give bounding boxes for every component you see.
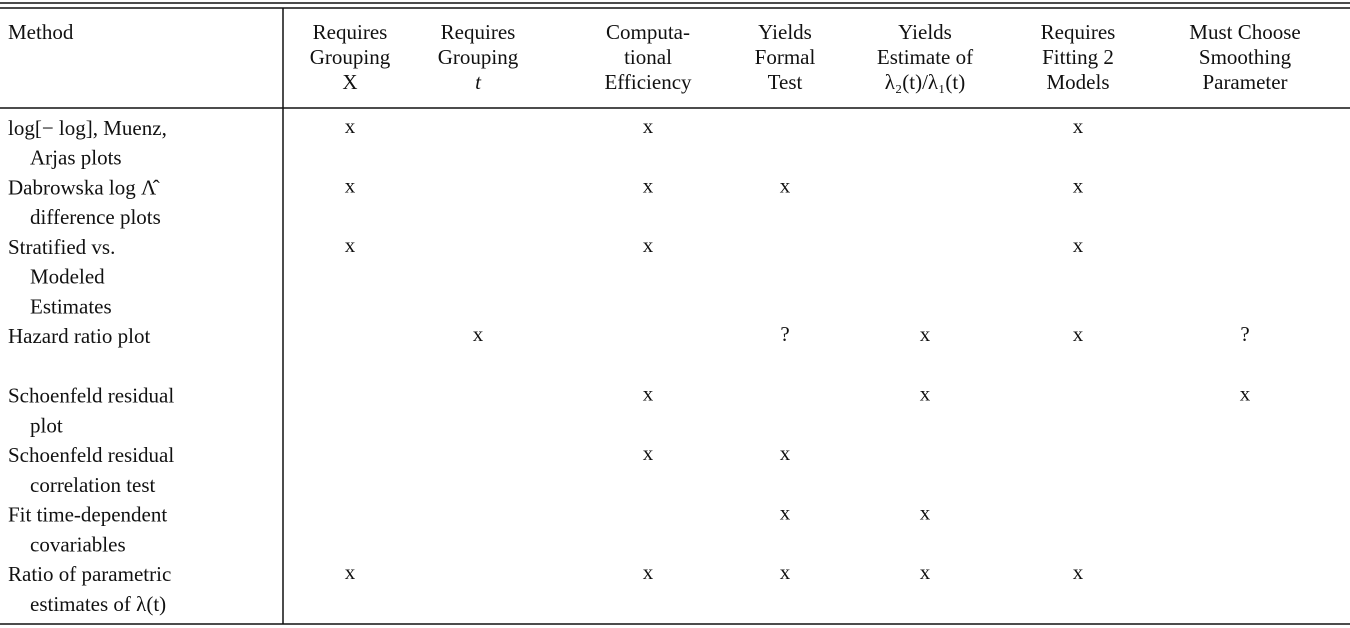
header-cell: Smoothing <box>1199 45 1292 69</box>
check-mark: x <box>473 322 484 346</box>
method-name: Hazard ratio plot <box>8 324 150 348</box>
check-mark: x <box>345 173 356 197</box>
check-mark: x <box>643 441 654 465</box>
check-mark: x <box>643 233 654 257</box>
check-mark: x <box>1073 173 1084 197</box>
header-cell: Yields <box>898 20 952 44</box>
header-cell: Requires <box>313 20 388 44</box>
check-mark: x <box>1073 114 1084 138</box>
header-cell: Fitting 2 <box>1042 45 1114 69</box>
check-mark: x <box>920 382 931 406</box>
method-name: covariables <box>30 532 126 556</box>
check-mark: x <box>920 322 931 346</box>
header-cell: Test <box>768 70 803 94</box>
method-name: Modeled <box>30 265 105 289</box>
header-cell: Must Choose <box>1189 20 1300 44</box>
check-mark: x <box>1073 560 1084 584</box>
check-mark: x <box>1073 233 1084 257</box>
check-mark: ? <box>780 322 789 346</box>
header-cell: Requires <box>1041 20 1116 44</box>
header-cell: Yields <box>758 20 812 44</box>
method-name: Schoenfeld residual <box>8 443 174 467</box>
header-cell: λ₂(t)/λ₁(t) <box>885 70 965 94</box>
method-name: correlation test <box>30 473 156 497</box>
check-mark: x <box>643 114 654 138</box>
method-name: Stratified vs. <box>8 235 115 259</box>
check-mark: x <box>345 114 356 138</box>
check-mark: x <box>780 560 791 584</box>
header-cell: Grouping <box>310 45 391 69</box>
method-name: Dabrowska log Λ̂ <box>8 175 160 199</box>
method-name: Estimates <box>30 294 112 318</box>
method-name: estimates of λ(t) <box>30 592 166 616</box>
header-cell: tional <box>624 45 672 69</box>
check-mark: x <box>643 382 654 406</box>
method-name: log[− log], Muenz, <box>8 116 167 140</box>
check-mark: x <box>780 441 791 465</box>
header-cell: X <box>342 70 357 94</box>
header-cell: Estimate of <box>877 45 973 69</box>
check-mark: x <box>643 560 654 584</box>
check-mark: x <box>345 233 356 257</box>
method-name: Ratio of parametric <box>8 562 171 586</box>
method-name: plot <box>30 413 63 437</box>
header-cell: Method <box>8 20 74 44</box>
check-mark: x <box>643 173 654 197</box>
check-mark: x <box>1073 322 1084 346</box>
check-mark: x <box>780 173 791 197</box>
header-cell: Models <box>1047 70 1110 94</box>
method-name: difference plots <box>30 205 161 229</box>
check-mark: ? <box>1240 322 1249 346</box>
method-name: Schoenfeld residual <box>8 384 174 408</box>
header-cell: Parameter <box>1202 70 1287 94</box>
header-cell: t <box>475 70 482 94</box>
check-mark: x <box>920 501 931 525</box>
check-mark: x <box>780 501 791 525</box>
check-mark: x <box>920 560 931 584</box>
check-mark: x <box>345 560 356 584</box>
header-cell: Computa- <box>606 20 690 44</box>
method-name: Arjas plots <box>30 146 122 170</box>
header-cell: Efficiency <box>604 70 692 94</box>
check-mark: x <box>1240 382 1251 406</box>
header-cell: Requires <box>441 20 516 44</box>
header-cell: Formal <box>755 45 816 69</box>
method-name: Fit time-dependent <box>8 503 167 527</box>
header-cell: Grouping <box>438 45 519 69</box>
